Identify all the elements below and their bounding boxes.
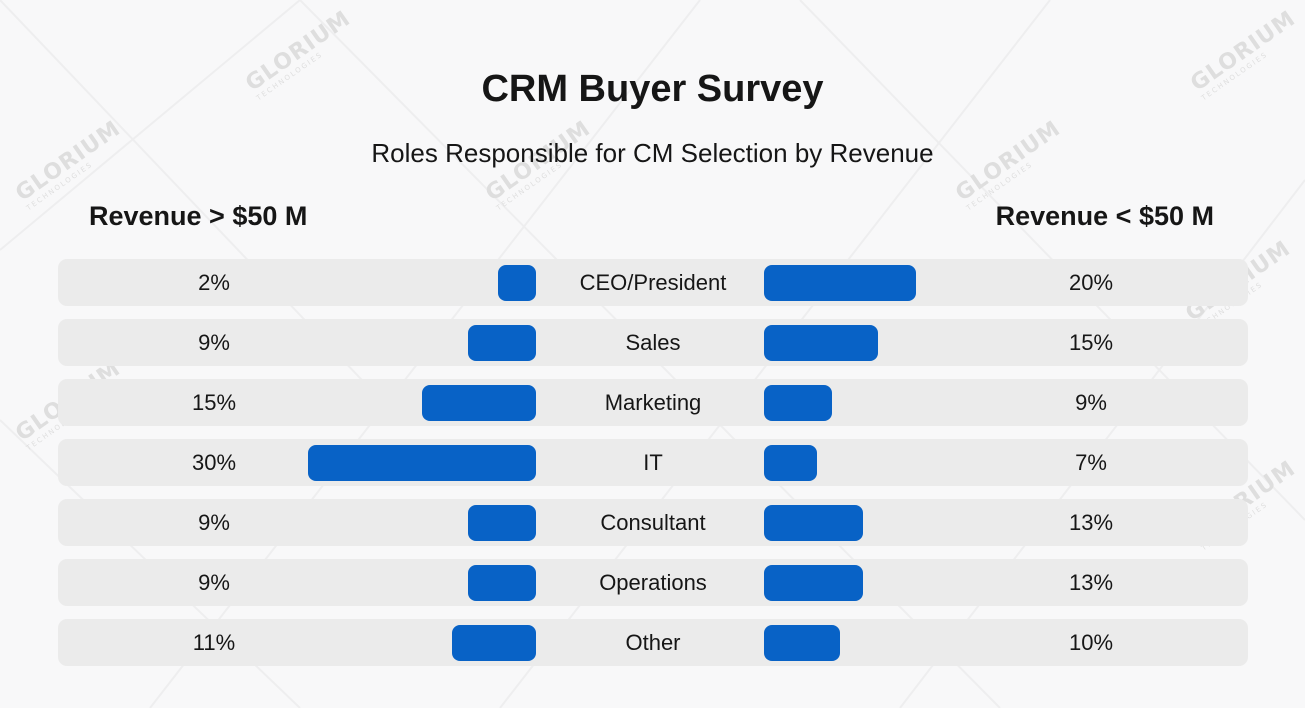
data-label-right: 7% <box>1075 450 1107 475</box>
bar-left <box>308 445 536 481</box>
data-label-left: 11% <box>192 630 236 655</box>
data-label-right: 13% <box>1068 510 1114 535</box>
data-label-left: 30% <box>191 450 237 475</box>
data-label-right: 13% <box>1068 570 1114 595</box>
category-label: Sales <box>625 330 681 355</box>
bar-right <box>764 505 863 541</box>
chart-title: CRM Buyer Survey <box>481 68 824 110</box>
data-label-left: 15% <box>191 390 237 415</box>
bar-left <box>467 325 536 361</box>
bar-right <box>764 385 833 421</box>
category-label: Marketing <box>604 390 702 415</box>
category-label: IT <box>643 450 663 475</box>
bar-left <box>467 505 536 541</box>
data-label-right: 9% <box>1075 390 1107 415</box>
legend-left-series: Revenue > $50 M <box>89 201 308 231</box>
chart-row: 9% Sales 15% <box>58 319 1248 366</box>
bar-right <box>764 265 916 301</box>
data-label-right: 15% <box>1068 330 1114 355</box>
bar-left <box>467 565 536 601</box>
chart-row: 11% Other 10% <box>58 619 1248 666</box>
bar-right <box>764 445 818 481</box>
chart-row: 2% CEO/President 20% <box>58 259 1248 306</box>
bar-right <box>764 625 840 661</box>
data-label-left: 9% <box>198 510 230 535</box>
bar-left <box>452 625 536 661</box>
chart-row: 15% Marketing 9% <box>58 379 1248 426</box>
data-label-right: 20% <box>1068 270 1114 295</box>
category-label: Consultant <box>600 510 706 535</box>
bar-left <box>422 385 536 421</box>
chart-row: 9% Operations 13% <box>58 559 1248 606</box>
category-label: Operations <box>599 570 707 595</box>
data-label-left: 9% <box>198 570 230 595</box>
chart-row: 9% Consultant 13% <box>58 499 1248 546</box>
data-label-left: 2% <box>198 270 230 295</box>
data-label-left: 9% <box>198 330 230 355</box>
category-label: Other <box>625 630 681 655</box>
bar-right <box>764 565 863 601</box>
data-label-right: 10% <box>1068 630 1114 655</box>
category-label: CEO/President <box>579 270 727 295</box>
legend-right-series: Revenue < $50 M <box>995 201 1214 231</box>
chart-subtitle: Roles Responsible for CM Selection by Re… <box>371 138 934 168</box>
bar-right <box>764 325 878 361</box>
bar-left <box>498 265 536 301</box>
chart-row: 30% IT 7% <box>58 439 1248 486</box>
